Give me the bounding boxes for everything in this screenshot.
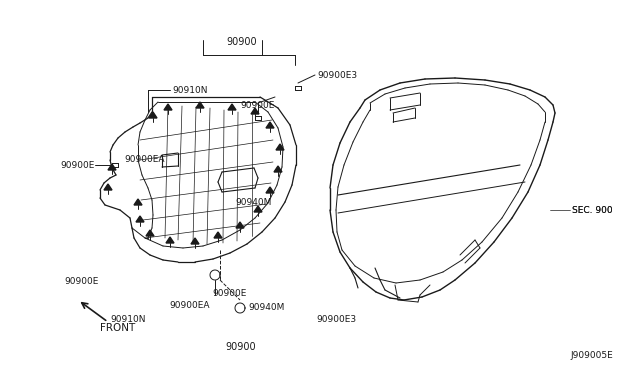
Polygon shape bbox=[136, 216, 144, 222]
Text: 90910N: 90910N bbox=[110, 314, 145, 324]
Polygon shape bbox=[149, 112, 157, 118]
Text: J909005E: J909005E bbox=[570, 350, 612, 359]
Polygon shape bbox=[266, 122, 274, 128]
Text: 90900EA: 90900EA bbox=[125, 154, 165, 164]
Polygon shape bbox=[274, 166, 282, 172]
Text: 90900E: 90900E bbox=[240, 100, 275, 109]
Text: 90900EA: 90900EA bbox=[170, 301, 211, 310]
Text: 90900E: 90900E bbox=[60, 160, 94, 170]
Text: 90900E: 90900E bbox=[212, 289, 246, 298]
Polygon shape bbox=[228, 104, 236, 110]
Polygon shape bbox=[276, 144, 284, 150]
Text: SEC. 900: SEC. 900 bbox=[572, 205, 612, 215]
Text: 90940M: 90940M bbox=[248, 304, 284, 312]
Polygon shape bbox=[164, 104, 172, 110]
Text: 90940M: 90940M bbox=[235, 198, 271, 206]
Text: 90900E3: 90900E3 bbox=[317, 71, 357, 80]
Text: 90900: 90900 bbox=[227, 37, 257, 47]
Text: 90900: 90900 bbox=[226, 342, 256, 352]
Polygon shape bbox=[166, 237, 174, 243]
Polygon shape bbox=[214, 232, 222, 238]
Polygon shape bbox=[266, 187, 274, 193]
Polygon shape bbox=[108, 164, 116, 170]
Text: 90910N: 90910N bbox=[172, 86, 207, 94]
Polygon shape bbox=[104, 184, 112, 190]
Text: FRONT: FRONT bbox=[100, 323, 135, 333]
Polygon shape bbox=[196, 102, 204, 108]
Text: 90900E: 90900E bbox=[64, 278, 99, 286]
Polygon shape bbox=[134, 199, 142, 205]
Text: 90900E3: 90900E3 bbox=[316, 314, 356, 324]
Polygon shape bbox=[236, 222, 244, 228]
Text: SEC. 900: SEC. 900 bbox=[572, 205, 612, 215]
Polygon shape bbox=[254, 206, 262, 212]
Polygon shape bbox=[146, 230, 154, 236]
Polygon shape bbox=[191, 238, 199, 244]
Polygon shape bbox=[251, 108, 259, 114]
